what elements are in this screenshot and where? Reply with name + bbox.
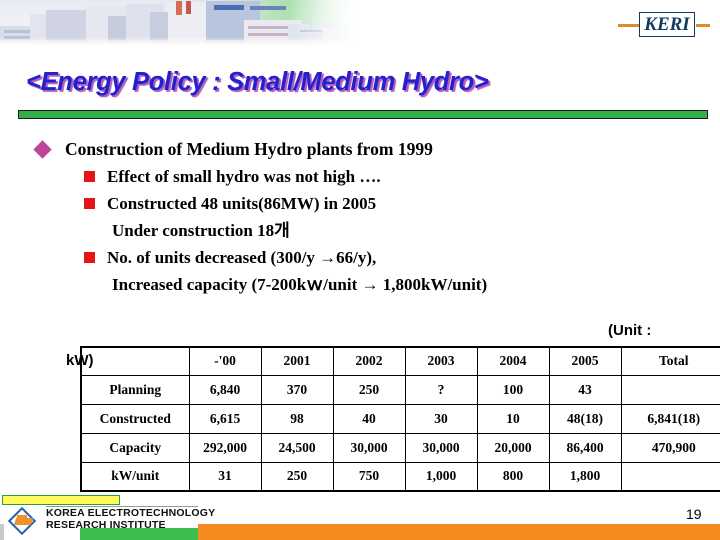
footer-green-bar (80, 528, 198, 540)
column-header: 2002 (332, 346, 406, 376)
table-row: kW/unit 31 250 750 1,000 800 1,800 (80, 461, 720, 492)
table-cell: 1,000 (404, 461, 478, 492)
table-cell: 100 (476, 374, 550, 405)
table-cell: 470,900 (620, 432, 720, 463)
table-cell: 24,500 (260, 432, 334, 463)
table-cell: 6,841(18) (620, 403, 720, 434)
keri-institute-logo-icon (7, 506, 42, 536)
table-corner-cell (80, 346, 190, 376)
footer-orange-bar (198, 524, 720, 540)
square-bullet-icon (84, 171, 95, 182)
table-cell: 31 (188, 461, 262, 492)
keri-rule-left-icon (618, 24, 640, 27)
table-cell (620, 461, 720, 492)
bullet-item-1: Construction of Medium Hydro plants from… (33, 138, 720, 161)
table-cell: 40 (332, 403, 406, 434)
bullet-item-4: Under construction 18개 (112, 219, 720, 243)
row-label: Constructed (80, 403, 190, 434)
table-cell: 250 (332, 374, 406, 405)
table-cell: 10 (476, 403, 550, 434)
table-cell: 20,000 (476, 432, 550, 463)
table-cell: 800 (476, 461, 550, 492)
table-cell: 370 (260, 374, 334, 405)
bullet-item-3: Constructed 48 units(86MW) in 2005 (84, 192, 720, 216)
table-cell: 6,840 (188, 374, 262, 405)
table-cell: 30,000 (332, 432, 406, 463)
table-row: Capacity 292,000 24,500 30,000 30,000 20… (80, 432, 720, 463)
table-cell (620, 374, 720, 405)
table-header-row: -'00 2001 2002 2003 2004 2005 Total (80, 346, 720, 376)
column-header: -'00 (188, 346, 262, 376)
keri-logo-mark: KERI (618, 12, 710, 38)
table-cell: 292,000 (188, 432, 262, 463)
data-table-container: -'00 2001 2002 2003 2004 2005 Total Plan… (80, 346, 720, 492)
bullet-text: Effect of small hydro was not high …. (107, 167, 381, 186)
keri-logo-text: KERI (644, 14, 690, 35)
row-label: Capacity (80, 432, 190, 463)
bullet-text: Construction of Medium Hydro plants from… (65, 139, 433, 159)
table-cell: 6,615 (188, 403, 262, 434)
table-cell: 30,000 (404, 432, 478, 463)
table-cell: 30 (404, 403, 478, 434)
banner-bottom-fade (0, 37, 362, 47)
diamond-bullet-icon (33, 140, 52, 159)
footer-hairline (46, 506, 198, 507)
column-header: 2005 (548, 346, 622, 376)
bullet-item-5: No. of units decreased (300/y →66/y), (84, 246, 720, 270)
footer-left-edge-bar (0, 524, 4, 540)
table-row: Constructed 6,615 98 40 30 10 48(18) 6,8… (80, 403, 720, 434)
header-banner-photo (0, 0, 362, 47)
table-cell: 43 (548, 374, 622, 405)
keri-rule-right-icon (696, 24, 710, 27)
table-row: Planning 6,840 370 250 ? 100 43 (80, 374, 720, 405)
bullet-text: No. of units decreased (300/y →66/y), (107, 248, 377, 267)
column-header: Total (620, 346, 720, 376)
table-cell: 1,800 (548, 461, 622, 492)
bullet-item-2: Effect of small hydro was not high …. (84, 165, 720, 189)
table-cell: ? (404, 374, 478, 405)
footer-institute-name: KOREA ELECTROTECHNOLOGY RESEARCH INSTITU… (46, 507, 216, 531)
table-cell: 250 (260, 461, 334, 492)
column-header: 2003 (404, 346, 478, 376)
page-number: 19 (686, 506, 702, 522)
page-title: <Energy Policy : Small/Medium Hydro> (26, 68, 489, 96)
square-bullet-icon (84, 252, 95, 263)
logo-swoosh-shape (13, 518, 34, 525)
table-cell: 48(18) (548, 403, 622, 434)
table-cell: 750 (332, 461, 406, 492)
hydro-statistics-table: -'00 2001 2002 2003 2004 2005 Total Plan… (80, 346, 720, 492)
keri-logo-box: KERI (639, 12, 695, 37)
row-label: kW/unit (80, 461, 190, 492)
title-divider (18, 110, 708, 119)
footer-yellow-bar (2, 495, 120, 505)
column-header: 2004 (476, 346, 550, 376)
table-cell: 98 (260, 403, 334, 434)
table-cell: 86,400 (548, 432, 622, 463)
column-header: 2001 (260, 346, 334, 376)
bullet-text: Increased capacity (7-200kｗ/unit → 1,800… (112, 275, 488, 294)
unit-note-part-2: kW) (66, 352, 94, 369)
bullet-list: Construction of Medium Hydro plants from… (0, 138, 720, 300)
row-label: Planning (80, 374, 190, 405)
logo-swoosh-upper-shape (17, 515, 27, 519)
bullet-text: Constructed 48 units(86MW) in 2005 (107, 194, 377, 213)
bullet-text: Under construction 18개 (112, 221, 290, 240)
unit-note-part-1: (Unit : (608, 322, 652, 339)
square-bullet-icon (84, 198, 95, 209)
bullet-item-6: Increased capacity (7-200kｗ/unit → 1,800… (112, 273, 720, 297)
